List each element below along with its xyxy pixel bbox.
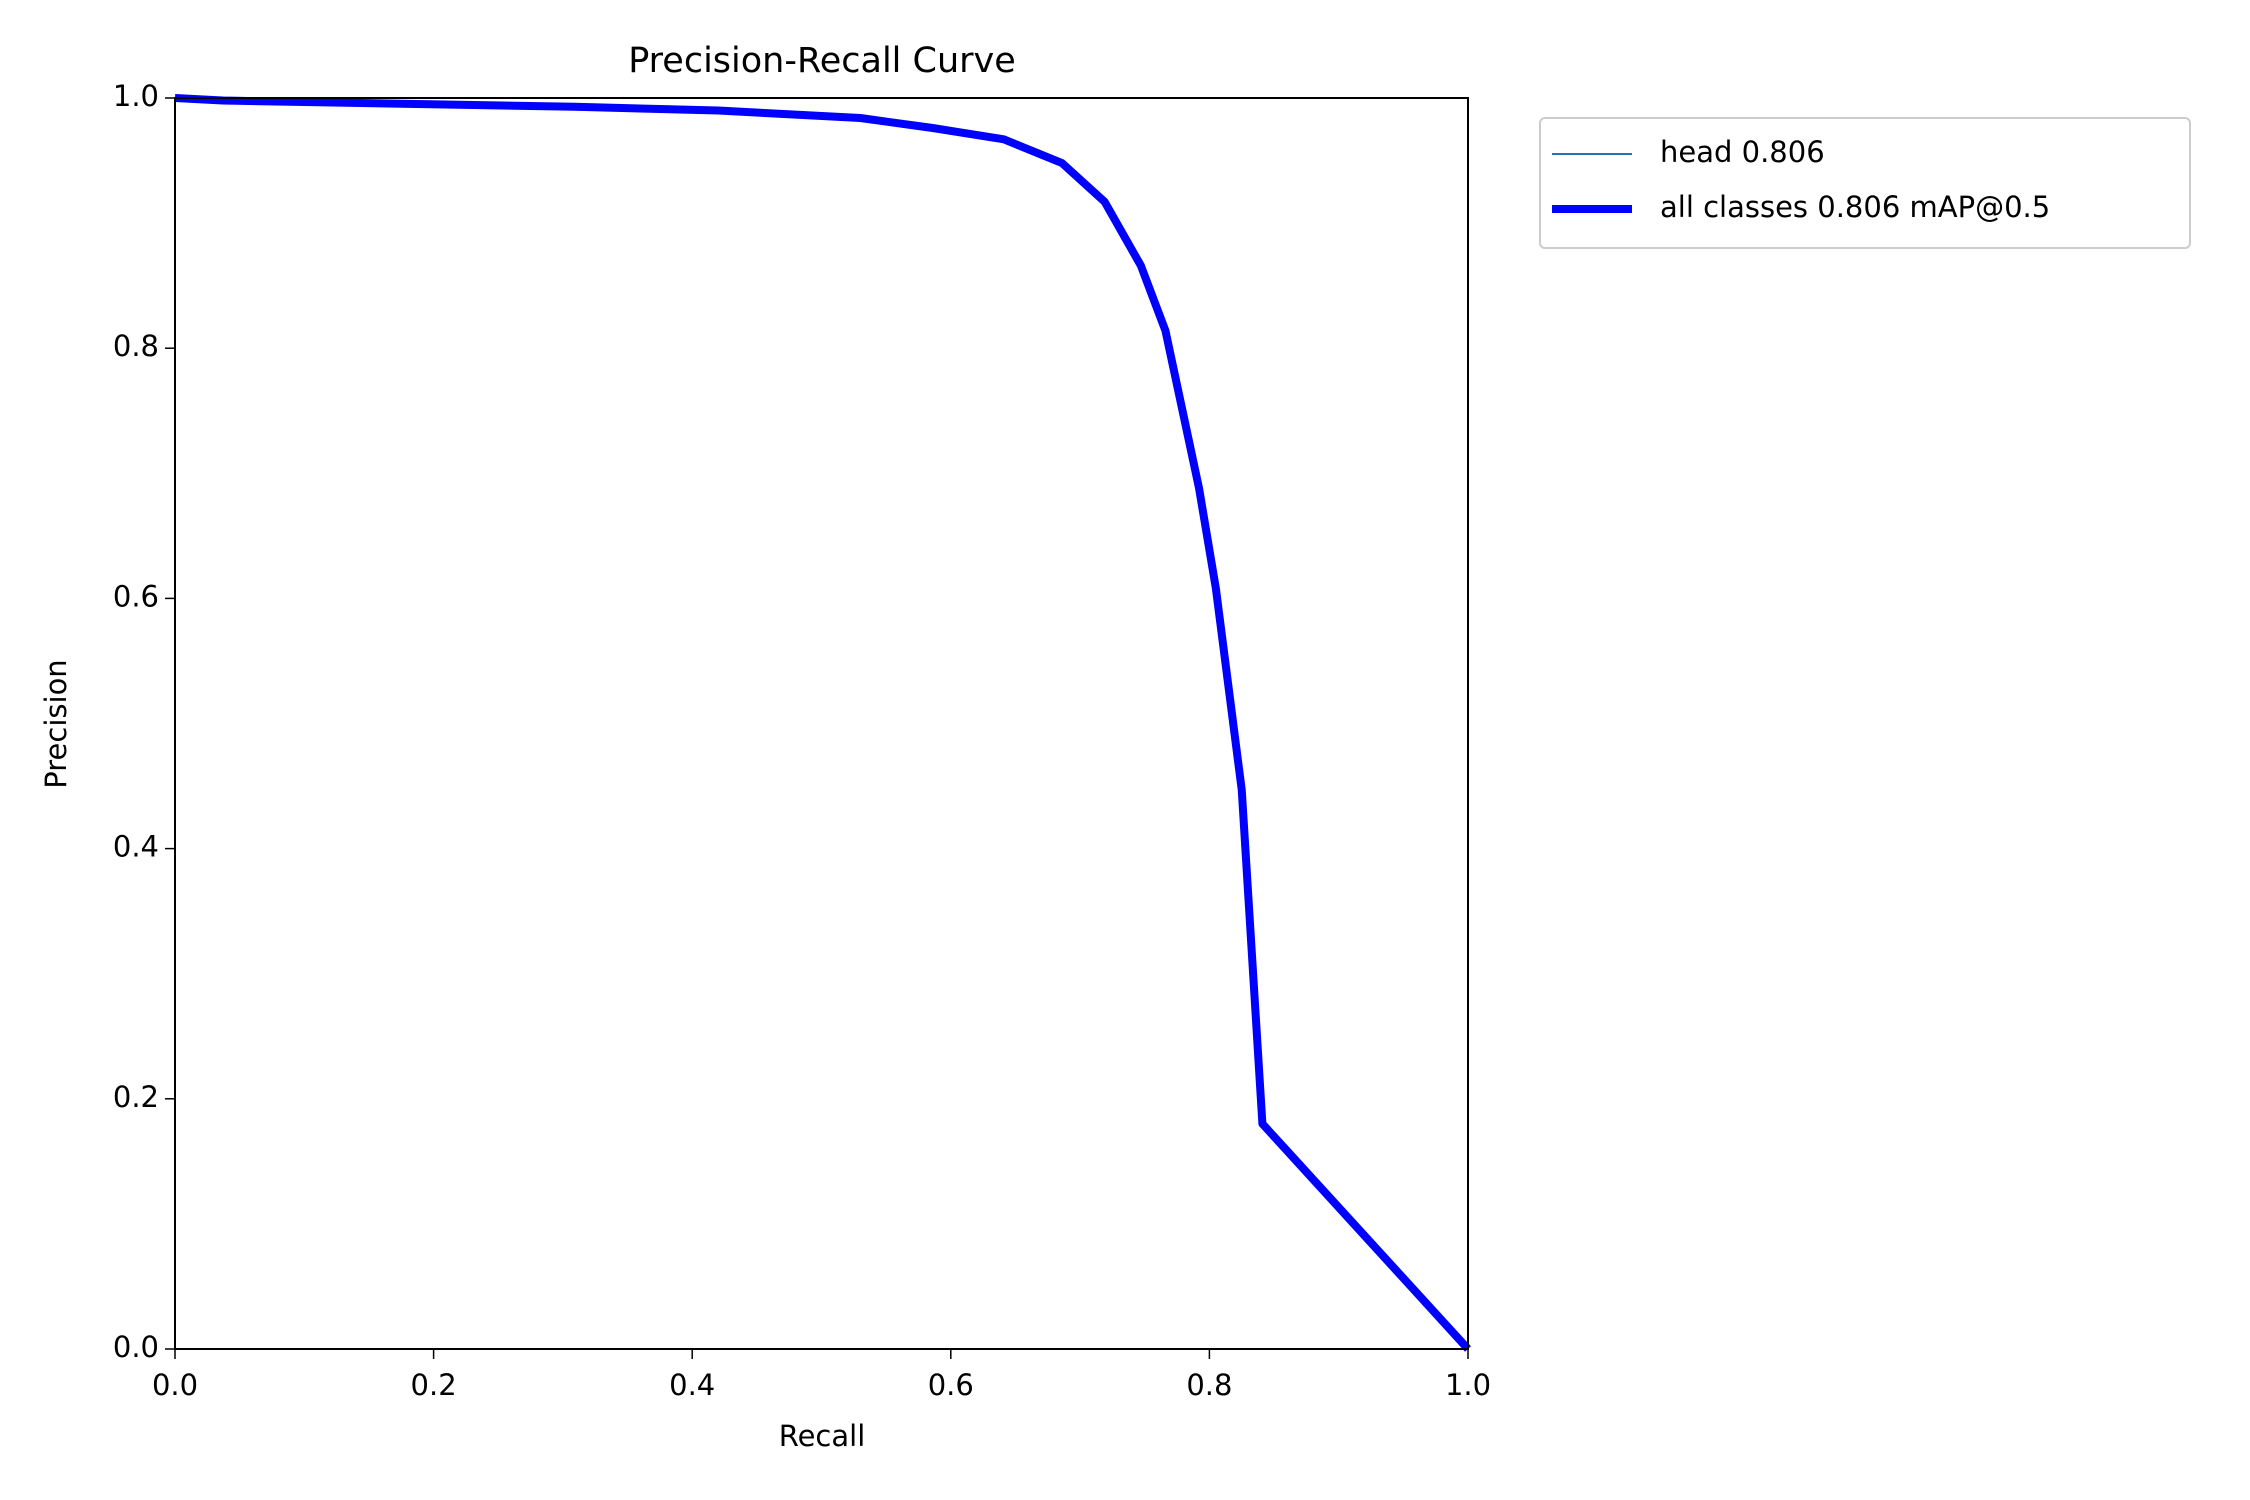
y-tick-label: 0.2	[113, 1080, 159, 1114]
x-axis-label: Recall	[779, 1419, 866, 1453]
chart-title: Precision-Recall Curve	[628, 41, 1016, 81]
plot-frame	[174, 97, 1469, 1350]
y-tick-label: 0.6	[113, 579, 159, 613]
x-tick-label: 0.6	[928, 1368, 974, 1402]
x-tick-label: 0.2	[411, 1368, 457, 1402]
y-axis-label: Precision	[39, 659, 73, 788]
y-tick-label: 0.0	[113, 1330, 159, 1364]
y-tick-label: 1.0	[113, 79, 159, 113]
y-tick-label: 0.4	[113, 830, 159, 864]
legend-box	[1539, 117, 2191, 249]
x-tick-label: 1.0	[1445, 1368, 1491, 1402]
pr-curve	[174, 94, 1471, 1352]
x-tick-label: 0.0	[152, 1368, 198, 1402]
y-tick-label: 0.8	[113, 329, 159, 363]
legend-label: all classes 0.806 mAP@0.5	[1660, 190, 2050, 224]
x-tick-label: 0.8	[1186, 1368, 1232, 1402]
x-tick-label: 0.4	[669, 1368, 715, 1402]
legend-label: head 0.806	[1660, 135, 1825, 169]
